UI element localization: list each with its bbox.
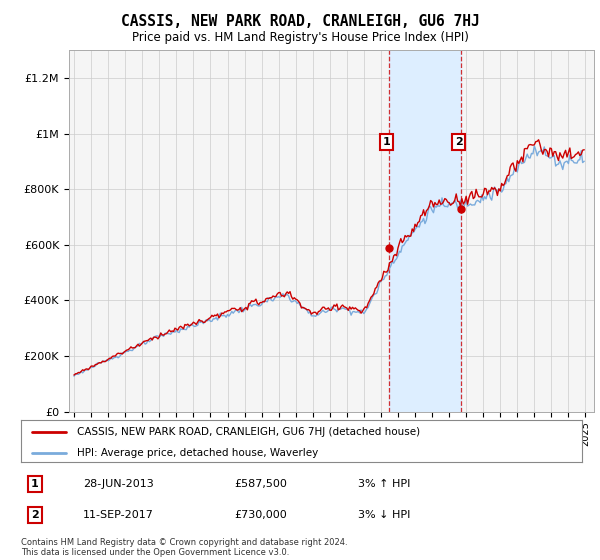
- Text: CASSIS, NEW PARK ROAD, CRANLEIGH, GU6 7HJ (detached house): CASSIS, NEW PARK ROAD, CRANLEIGH, GU6 7H…: [77, 427, 420, 437]
- Text: Contains HM Land Registry data © Crown copyright and database right 2024.
This d: Contains HM Land Registry data © Crown c…: [21, 538, 347, 557]
- Text: £730,000: £730,000: [234, 510, 287, 520]
- Text: 2: 2: [455, 137, 463, 147]
- Text: 3% ↑ HPI: 3% ↑ HPI: [358, 479, 410, 489]
- Text: 11-SEP-2017: 11-SEP-2017: [83, 510, 154, 520]
- Text: 3% ↓ HPI: 3% ↓ HPI: [358, 510, 410, 520]
- Text: 1: 1: [31, 479, 39, 489]
- Text: HPI: Average price, detached house, Waverley: HPI: Average price, detached house, Wave…: [77, 448, 319, 458]
- Text: 2: 2: [31, 510, 39, 520]
- Text: 28-JUN-2013: 28-JUN-2013: [83, 479, 154, 489]
- Text: £587,500: £587,500: [234, 479, 287, 489]
- Text: CASSIS, NEW PARK ROAD, CRANLEIGH, GU6 7HJ: CASSIS, NEW PARK ROAD, CRANLEIGH, GU6 7H…: [121, 14, 479, 29]
- Text: 1: 1: [383, 137, 391, 147]
- Text: Price paid vs. HM Land Registry's House Price Index (HPI): Price paid vs. HM Land Registry's House …: [131, 31, 469, 44]
- Bar: [389, 50, 461, 412]
